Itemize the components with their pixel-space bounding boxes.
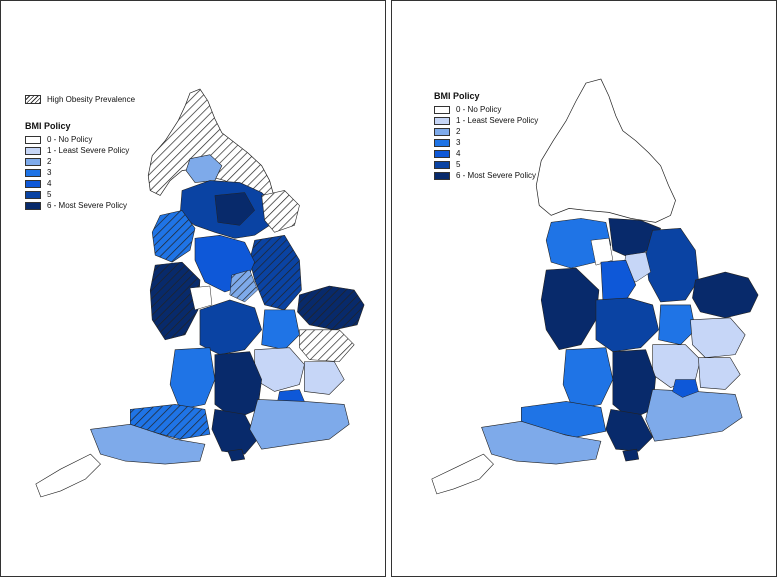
region-devon-r <box>481 421 602 465</box>
legend-swatch <box>434 171 450 180</box>
legend-item: 0 - No Policy <box>25 134 129 145</box>
region-west-midlands-r <box>595 297 659 352</box>
hatch-legend-label: High Obesity Prevalence <box>47 95 136 104</box>
legend-label: 5 <box>47 190 52 199</box>
legend-item: 3 <box>25 167 129 178</box>
hatch-north <box>148 89 275 211</box>
legend-swatch <box>434 160 450 169</box>
region-gloucestershire-r <box>562 347 614 410</box>
legend-swatch <box>25 179 41 188</box>
region-isle-of-wight-r <box>622 448 640 462</box>
legend-swatch <box>25 190 41 199</box>
region-west-midlands <box>199 299 262 355</box>
legend-swatch <box>434 127 450 136</box>
region-shropshire-r <box>540 267 600 351</box>
left-hatch-legend: High Obesity Prevalence <box>25 95 135 104</box>
legend-item: 4 <box>434 148 538 159</box>
legend-title: BMI Policy <box>434 91 480 101</box>
region-suffolk-r <box>690 317 746 358</box>
region-essex <box>304 361 345 395</box>
region-north <box>535 78 676 223</box>
legend-swatch <box>25 157 41 166</box>
legend-item: 5 <box>434 159 538 170</box>
legend-label: 3 <box>47 168 52 177</box>
region-isle-of-wight <box>227 448 246 462</box>
region-devon <box>90 423 206 465</box>
left-bmi-legend: BMI Policy 0 - No Policy 1 - Least Severe… <box>25 121 129 211</box>
legend-label: 1 - Least Severe Policy <box>47 146 130 155</box>
legend-item: 2 <box>25 156 129 167</box>
region-hertfordshire <box>254 347 305 392</box>
legend-item: 1 - Least Severe Policy <box>434 115 538 126</box>
region-hampshire-r <box>605 409 654 452</box>
legend-title: BMI Policy <box>25 121 71 131</box>
region-cumbria-inner <box>185 154 223 183</box>
legend-label: 1 - Least Severe Policy <box>456 116 539 125</box>
legend-item: 5 <box>25 189 129 200</box>
region-south-east <box>249 399 350 450</box>
legend-label: 2 <box>47 157 52 166</box>
region-gloucestershire <box>169 347 216 410</box>
legend-item: 4 <box>25 178 129 189</box>
region-norfolk-r <box>692 271 759 319</box>
region-essex-r <box>698 357 741 390</box>
legend-label: 3 <box>456 138 461 147</box>
legend-item: 0 - No Policy <box>434 104 538 115</box>
legend-label: 0 - No Policy <box>47 135 93 144</box>
region-unassigned <box>189 285 213 311</box>
legend-swatch <box>25 135 41 144</box>
region-london-r <box>672 379 699 398</box>
region-cambridgeshire-r <box>658 304 696 346</box>
legend-swatch <box>434 105 450 114</box>
region-derbyshire-r <box>600 259 637 306</box>
legend-item: 2 <box>434 126 538 137</box>
legend-label: 0 - No Policy <box>456 105 502 114</box>
right-map-panel: BMI Policy 0 - No Policy 1 - Least Severe… <box>391 0 777 577</box>
region-unassigned-r <box>590 237 614 266</box>
legend-label: 4 <box>456 149 461 158</box>
legend-item: 6 - Most Severe Policy <box>25 200 129 211</box>
legend-swatch <box>434 149 450 158</box>
left-map-panel: High Obesity Prevalence BMI Policy 0 - N… <box>0 0 386 577</box>
legend-label: 6 - Most Severe Policy <box>456 171 537 180</box>
legend-item: 6 - Most Severe Policy <box>434 170 538 181</box>
hatch-swatch <box>25 95 41 104</box>
left-england-map <box>35 88 365 498</box>
region-south-east-r <box>645 389 743 442</box>
legend-swatch <box>25 168 41 177</box>
legend-label: 2 <box>456 127 461 136</box>
region-lincolnshire-r <box>645 228 699 303</box>
right-england-map <box>431 78 759 495</box>
region-yorkshire-inner <box>214 192 255 226</box>
region-cornwall <box>35 453 101 498</box>
legend-item: 3 <box>434 137 538 148</box>
region-hampshire <box>211 409 259 455</box>
legend-swatch <box>434 116 450 125</box>
region-cornwall-r <box>431 453 494 495</box>
legend-swatch <box>25 201 41 210</box>
legend-label: 4 <box>47 179 52 188</box>
region-cambridgeshire <box>261 309 300 351</box>
legend-label: 6 - Most Severe Policy <box>47 201 128 210</box>
legend-item: 1 - Least Severe Policy <box>25 145 129 156</box>
right-bmi-legend: BMI Policy 0 - No Policy 1 - Least Severe… <box>434 91 538 181</box>
legend-label: 5 <box>456 160 461 169</box>
legend-swatch <box>25 146 41 155</box>
legend-swatch <box>434 138 450 147</box>
